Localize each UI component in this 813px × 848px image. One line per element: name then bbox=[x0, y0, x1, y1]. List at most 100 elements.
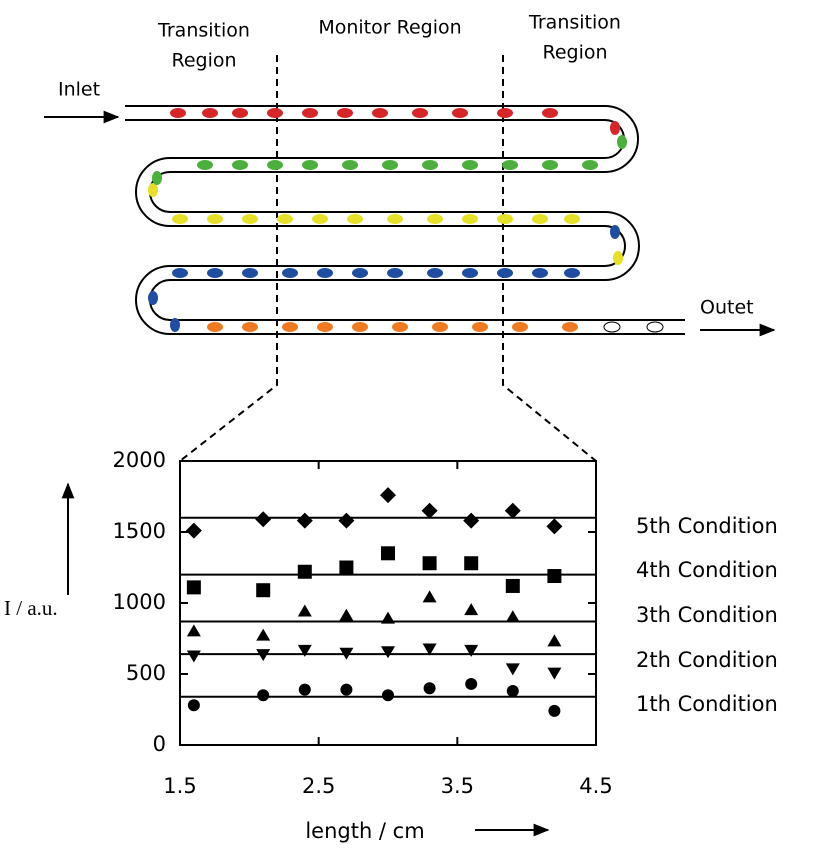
microfluidic-diagram: Inlet Outet Transition Region Monitor Re… bbox=[44, 12, 776, 462]
droplet bbox=[472, 322, 488, 332]
legend-label: 1th Condition bbox=[636, 692, 778, 716]
droplet bbox=[347, 214, 363, 224]
droplet bbox=[207, 214, 223, 224]
data-point bbox=[548, 704, 561, 717]
region-label: Region bbox=[542, 42, 607, 64]
droplet bbox=[497, 268, 513, 278]
data-point bbox=[256, 628, 271, 641]
y-tick-label: 500 bbox=[126, 661, 166, 685]
data-point bbox=[464, 603, 479, 616]
data-point bbox=[338, 512, 355, 529]
region-label: Region bbox=[171, 50, 236, 72]
droplet bbox=[202, 108, 218, 118]
droplet bbox=[267, 108, 283, 118]
droplet bbox=[352, 268, 368, 278]
data-point bbox=[257, 689, 270, 702]
region-label: Transition bbox=[157, 20, 250, 42]
droplet bbox=[337, 108, 353, 118]
droplet bbox=[497, 108, 513, 118]
data-point bbox=[504, 502, 521, 519]
droplet bbox=[646, 321, 664, 333]
droplet bbox=[462, 160, 478, 170]
droplet bbox=[603, 321, 621, 333]
y-tick-label: 1500 bbox=[113, 519, 166, 543]
droplet bbox=[242, 214, 258, 224]
droplet bbox=[242, 268, 258, 278]
droplet bbox=[613, 251, 623, 265]
droplet bbox=[432, 322, 448, 332]
droplet bbox=[427, 214, 443, 224]
droplet bbox=[352, 322, 368, 332]
data-point bbox=[256, 649, 271, 662]
data-point bbox=[423, 682, 436, 695]
droplet bbox=[382, 160, 398, 170]
droplet bbox=[462, 214, 478, 224]
region-label: Monitor Region bbox=[318, 17, 461, 39]
droplet bbox=[232, 160, 248, 170]
droplet bbox=[427, 268, 443, 278]
data-point bbox=[505, 610, 520, 623]
droplet bbox=[197, 160, 213, 170]
plot-frame bbox=[179, 460, 597, 746]
droplet bbox=[387, 214, 403, 224]
droplet bbox=[148, 183, 158, 197]
data-point bbox=[255, 511, 272, 528]
droplet bbox=[610, 121, 620, 135]
droplet bbox=[372, 108, 388, 118]
data-point bbox=[187, 699, 200, 712]
data-point bbox=[185, 522, 202, 539]
data-point bbox=[547, 667, 562, 680]
x-tick-label: 4.5 bbox=[579, 774, 612, 798]
legend-label: 4th Condition bbox=[636, 558, 778, 582]
data-point bbox=[546, 518, 563, 535]
droplet bbox=[542, 160, 558, 170]
data-point bbox=[380, 487, 396, 504]
data-point bbox=[505, 578, 520, 593]
data-point bbox=[381, 646, 395, 659]
droplet bbox=[582, 160, 598, 170]
data-point bbox=[186, 580, 201, 595]
data-point bbox=[422, 643, 437, 656]
droplet bbox=[282, 268, 298, 278]
x-tick-label: 1.5 bbox=[163, 774, 196, 798]
droplet bbox=[312, 214, 328, 224]
data-point bbox=[186, 624, 201, 637]
legend-label: 2th Condition bbox=[636, 648, 778, 672]
droplet bbox=[562, 322, 578, 332]
droplet bbox=[452, 108, 468, 118]
droplet bbox=[282, 322, 298, 332]
data-point bbox=[186, 650, 201, 663]
data-point bbox=[505, 663, 520, 676]
y-axis-label: I / a.u. bbox=[4, 596, 58, 620]
data-point bbox=[340, 683, 353, 696]
droplet bbox=[502, 160, 518, 170]
y-tick-label: 2000 bbox=[113, 448, 166, 472]
data-point bbox=[547, 569, 562, 584]
droplet bbox=[267, 160, 283, 170]
data-point bbox=[422, 556, 437, 571]
data-point bbox=[422, 590, 437, 603]
droplet bbox=[302, 108, 318, 118]
data-point bbox=[339, 560, 354, 575]
droplet bbox=[170, 108, 186, 118]
droplet bbox=[148, 291, 158, 305]
data-point bbox=[506, 685, 519, 698]
data-point bbox=[297, 564, 312, 579]
outlet-label: Outet bbox=[700, 297, 754, 319]
data-point bbox=[297, 644, 312, 657]
data-point bbox=[381, 546, 395, 561]
region-label: Transition bbox=[528, 12, 621, 34]
droplet bbox=[242, 322, 258, 332]
inlet-label: Inlet bbox=[58, 79, 100, 101]
droplet bbox=[542, 108, 558, 118]
droplet bbox=[207, 268, 223, 278]
droplet bbox=[152, 171, 162, 185]
legend-label: 3th Condition bbox=[636, 603, 778, 627]
droplet bbox=[532, 268, 548, 278]
data-point bbox=[547, 634, 562, 647]
droplet bbox=[317, 268, 333, 278]
droplet bbox=[277, 214, 293, 224]
droplet bbox=[170, 318, 180, 332]
data-point bbox=[421, 502, 438, 519]
droplet bbox=[232, 108, 248, 118]
